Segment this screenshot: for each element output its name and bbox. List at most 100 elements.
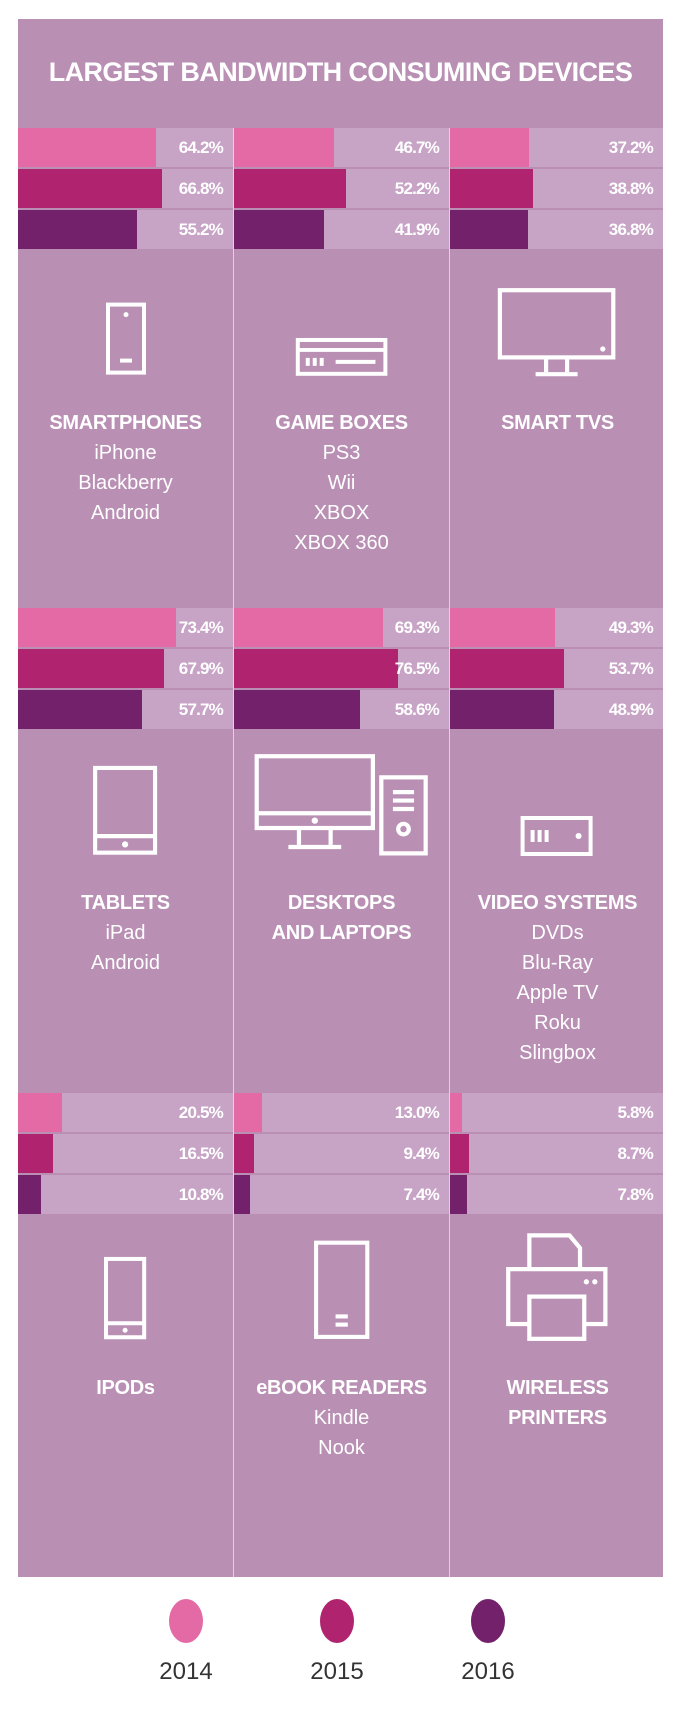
device-example: XBOX 360 bbox=[294, 532, 389, 554]
bar-track-2014: 20.5% bbox=[18, 1093, 233, 1132]
bar-value-label: 9.4% bbox=[403, 1144, 439, 1163]
bar-value-label: 7.8% bbox=[617, 1185, 653, 1204]
bar-value-label: 8.7% bbox=[617, 1144, 653, 1163]
device-label: eBOOK READERS Kindle Nook bbox=[234, 1373, 449, 1463]
device-example: Android bbox=[91, 502, 160, 524]
device-name: IPODs bbox=[96, 1377, 155, 1399]
bar-2016 bbox=[18, 690, 143, 729]
bar-track-2016: 57.7% bbox=[18, 690, 233, 729]
bar-value-label: 13.0% bbox=[394, 1103, 440, 1122]
device-label: SMART TVS bbox=[450, 408, 665, 438]
column-divider bbox=[449, 128, 450, 1577]
device-example: Roku bbox=[534, 1012, 581, 1034]
bar-2015 bbox=[450, 649, 565, 688]
bar-value-label: 49.3% bbox=[608, 618, 654, 637]
bar-value-label: 66.8% bbox=[178, 179, 224, 198]
bar-track-2016: 41.9% bbox=[234, 210, 449, 249]
bar-2015 bbox=[234, 649, 399, 688]
bar-2014 bbox=[18, 1093, 63, 1132]
device-name-line: AND LAPTOPS bbox=[271, 922, 412, 944]
bar-value-label: 16.5% bbox=[178, 1144, 224, 1163]
bar-2016 bbox=[234, 1175, 250, 1214]
bar-track-2015: 9.4% bbox=[234, 1134, 449, 1173]
device-example: Slingbox bbox=[519, 1042, 596, 1064]
bar-2014 bbox=[450, 128, 530, 167]
device-example: Kindle bbox=[313, 1407, 370, 1429]
device-example: iPad bbox=[105, 922, 146, 944]
bar-track-2014: 37.2% bbox=[450, 128, 663, 167]
device-name: SMARTPHONES bbox=[49, 412, 202, 434]
legend-label-2016: 2016 bbox=[461, 1658, 515, 1685]
bar-value-label: 10.8% bbox=[178, 1185, 224, 1204]
bar-value-label: 73.4% bbox=[178, 618, 224, 637]
bar-value-label: 36.8% bbox=[608, 220, 654, 239]
device-example: PS3 bbox=[322, 442, 361, 464]
bar-value-label: 76.5% bbox=[394, 659, 440, 678]
bar-value-label: 67.9% bbox=[178, 659, 224, 678]
tablet-icon bbox=[91, 763, 159, 863]
bar-track-2014: 46.7% bbox=[234, 128, 449, 167]
bar-track-2014: 5.8% bbox=[450, 1093, 663, 1132]
bar-value-label: 52.2% bbox=[394, 179, 440, 198]
bar-value-label: 58.6% bbox=[394, 700, 440, 719]
bar-2016 bbox=[234, 690, 360, 729]
device-example: Android bbox=[91, 952, 160, 974]
legend-swatch-2015 bbox=[320, 1599, 354, 1643]
bar-2014 bbox=[234, 1093, 262, 1132]
device-example: Apple TV bbox=[516, 982, 599, 1004]
bar-track-2014: 64.2% bbox=[18, 128, 233, 167]
device-name: TABLETS bbox=[81, 892, 170, 914]
smartphone-icon bbox=[104, 299, 148, 383]
bar-track-2015: 38.8% bbox=[450, 169, 663, 208]
bar-2016 bbox=[234, 210, 325, 249]
bar-track-2016: 7.8% bbox=[450, 1175, 663, 1214]
bar-track-2015: 16.5% bbox=[18, 1134, 233, 1173]
bar-value-label: 53.7% bbox=[608, 659, 654, 678]
legend-label-2015: 2015 bbox=[310, 1658, 364, 1685]
device-example: Wii bbox=[327, 472, 356, 494]
device-label: VIDEO SYSTEMS DVDs Blu-Ray Apple TV Roku Slin… bbox=[450, 888, 665, 1068]
device-name-line: WIRELESS bbox=[506, 1377, 609, 1399]
bar-track-2016: 48.9% bbox=[450, 690, 663, 729]
bar-track-2016: 58.6% bbox=[234, 690, 449, 729]
device-example: Blackberry bbox=[78, 472, 173, 494]
chart-title: LARGEST BANDWIDTH CONSUMING DEVICES bbox=[48, 57, 633, 87]
bar-2015 bbox=[450, 169, 533, 208]
bar-2014 bbox=[450, 1093, 463, 1132]
bar-2015 bbox=[18, 649, 164, 688]
game-console-icon bbox=[291, 336, 392, 383]
device-label: DESKTOPS AND LAPTOPS bbox=[234, 888, 449, 948]
bar-track-2014: 69.3% bbox=[234, 608, 449, 647]
bar-2014 bbox=[234, 128, 335, 167]
bar-2015 bbox=[450, 1134, 469, 1173]
infographic-panel: LARGEST BANDWIDTH CONSUMING DEVICES 64.2… bbox=[18, 19, 663, 1577]
legend-label-2014: 2014 bbox=[159, 1658, 213, 1685]
device-name-line: DESKTOPS bbox=[287, 892, 396, 914]
bar-value-label: 5.8% bbox=[617, 1103, 653, 1122]
device-name: VIDEO SYSTEMS bbox=[477, 892, 638, 914]
bar-track-2015: 66.8% bbox=[18, 169, 233, 208]
bar-2015 bbox=[18, 1134, 54, 1173]
bar-value-label: 55.2% bbox=[178, 220, 224, 239]
bar-track-2014: 73.4% bbox=[18, 608, 233, 647]
video-player-icon bbox=[517, 814, 596, 863]
bar-track-2016: 55.2% bbox=[18, 210, 233, 249]
device-label: TABLETS iPad Android bbox=[18, 888, 233, 978]
bar-2016 bbox=[450, 690, 555, 729]
bar-2014 bbox=[234, 608, 383, 647]
device-name: eBOOK READERS bbox=[256, 1377, 427, 1399]
bar-2015 bbox=[234, 169, 347, 208]
device-label: IPODs bbox=[18, 1373, 233, 1403]
ipod-icon bbox=[102, 1253, 148, 1348]
bar-2015 bbox=[18, 169, 162, 208]
legend-swatch-2016 bbox=[471, 1599, 505, 1643]
device-example: Nook bbox=[318, 1437, 365, 1459]
bar-track-2015: 8.7% bbox=[450, 1134, 663, 1173]
legend-swatch-2014 bbox=[169, 1599, 203, 1643]
device-label: SMARTPHONES iPhone Blackberry Android bbox=[18, 408, 233, 528]
bar-value-label: 20.5% bbox=[178, 1103, 224, 1122]
bar-2015 bbox=[234, 1134, 255, 1173]
bar-2016 bbox=[450, 1175, 467, 1214]
bar-value-label: 48.9% bbox=[608, 700, 654, 719]
device-name-line: PRINTERS bbox=[508, 1407, 607, 1429]
